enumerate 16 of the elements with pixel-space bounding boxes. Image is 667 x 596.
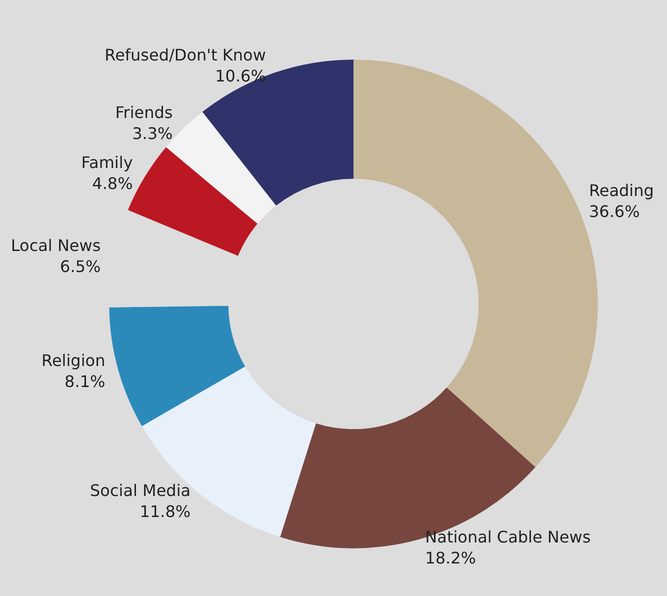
slice-label: Refused/Don't Know (104, 45, 266, 64)
data-label: 4.8% (92, 174, 133, 193)
data-label: 36.6% (588, 202, 640, 222)
data-label: 6.5% (60, 257, 101, 276)
data-label: 18.2% (425, 548, 476, 568)
data-label: 11.8% (140, 502, 191, 521)
slice-label: Family (81, 153, 133, 172)
slice-label: Local News (10, 236, 101, 256)
data-label: 3.3% (132, 124, 173, 143)
slice-label: Religion (42, 351, 106, 370)
slice-label: Friends (115, 102, 173, 122)
data-label: 10.6% (215, 66, 266, 86)
slice-label: Social Media (90, 480, 191, 500)
slice-label: Reading (588, 181, 654, 200)
data-label: 8.1% (64, 372, 106, 391)
slice-label: National Cable News (425, 527, 591, 546)
